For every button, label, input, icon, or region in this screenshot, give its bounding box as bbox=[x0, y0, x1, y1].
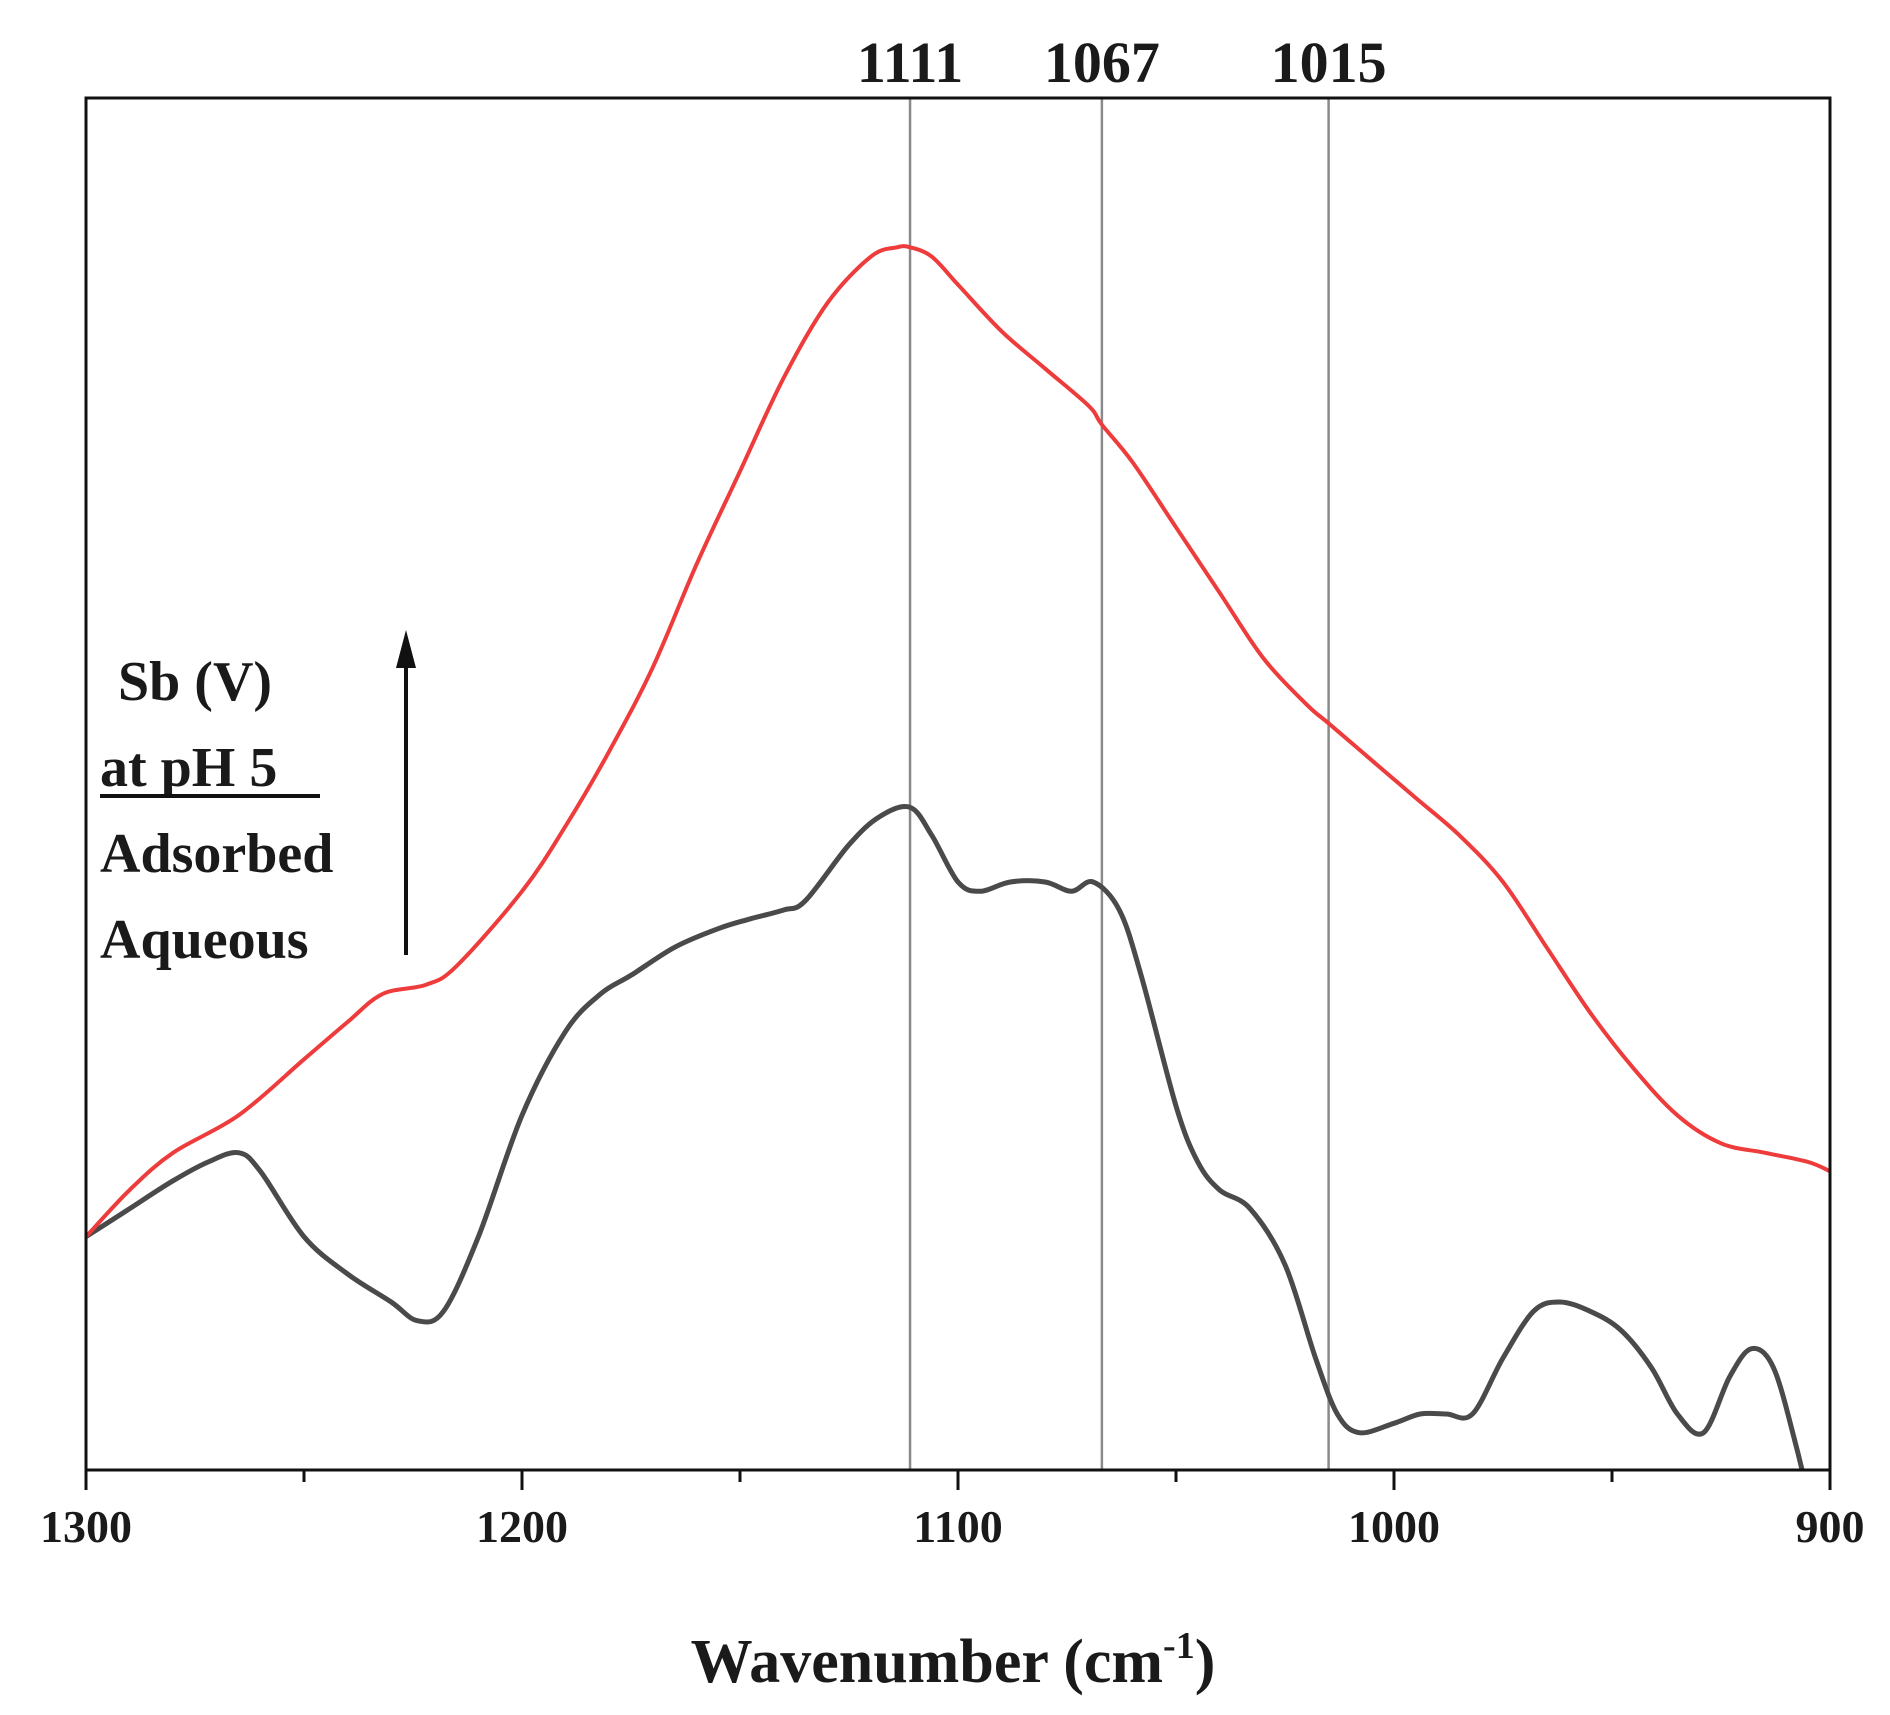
x-tick-label-1300: 1300 bbox=[40, 1501, 132, 1552]
series-line-adsorbed bbox=[86, 244, 1830, 1239]
x-tick-label-1100: 1100 bbox=[913, 1501, 1002, 1552]
peak-lines bbox=[908, 98, 1330, 1470]
x-axis-tick-labels: 1300 1200 1100 1000 900 bbox=[40, 1501, 1865, 1552]
x-axis-title-superscript: -1 bbox=[1163, 1625, 1195, 1667]
legend-line-species: Sb (V) bbox=[118, 651, 272, 713]
x-tick-label-1200: 1200 bbox=[476, 1501, 568, 1552]
peak-labels: 1111 1067 1015 bbox=[857, 30, 1387, 95]
legend: Sb (V) at pH 5 Adsorbed Aqueous bbox=[100, 630, 416, 971]
x-tick-label-900: 900 bbox=[1796, 1501, 1865, 1552]
legend-line-ph: at pH 5 bbox=[100, 737, 277, 799]
x-axis-title-close: ) bbox=[1195, 1628, 1216, 1696]
legend-line-adsorbed: Adsorbed bbox=[100, 823, 333, 885]
series-line-aqueous bbox=[86, 804, 1805, 1470]
x-axis-ticks bbox=[84, 1470, 1832, 1490]
peak-label-1067: 1067 bbox=[1044, 30, 1160, 95]
legend-line-aqueous: Aqueous bbox=[100, 909, 309, 971]
plot-frame bbox=[84, 96, 1832, 1472]
legend-arrowhead-icon bbox=[396, 630, 416, 668]
x-axis-title: Wavenumber (cm-1) bbox=[691, 1625, 1216, 1696]
peak-label-1111: 1111 bbox=[857, 30, 963, 95]
x-axis-title-main: Wavenumber (cm bbox=[691, 1628, 1163, 1696]
x-tick-label-1000: 1000 bbox=[1348, 1501, 1440, 1552]
peak-label-1015: 1015 bbox=[1271, 30, 1387, 95]
